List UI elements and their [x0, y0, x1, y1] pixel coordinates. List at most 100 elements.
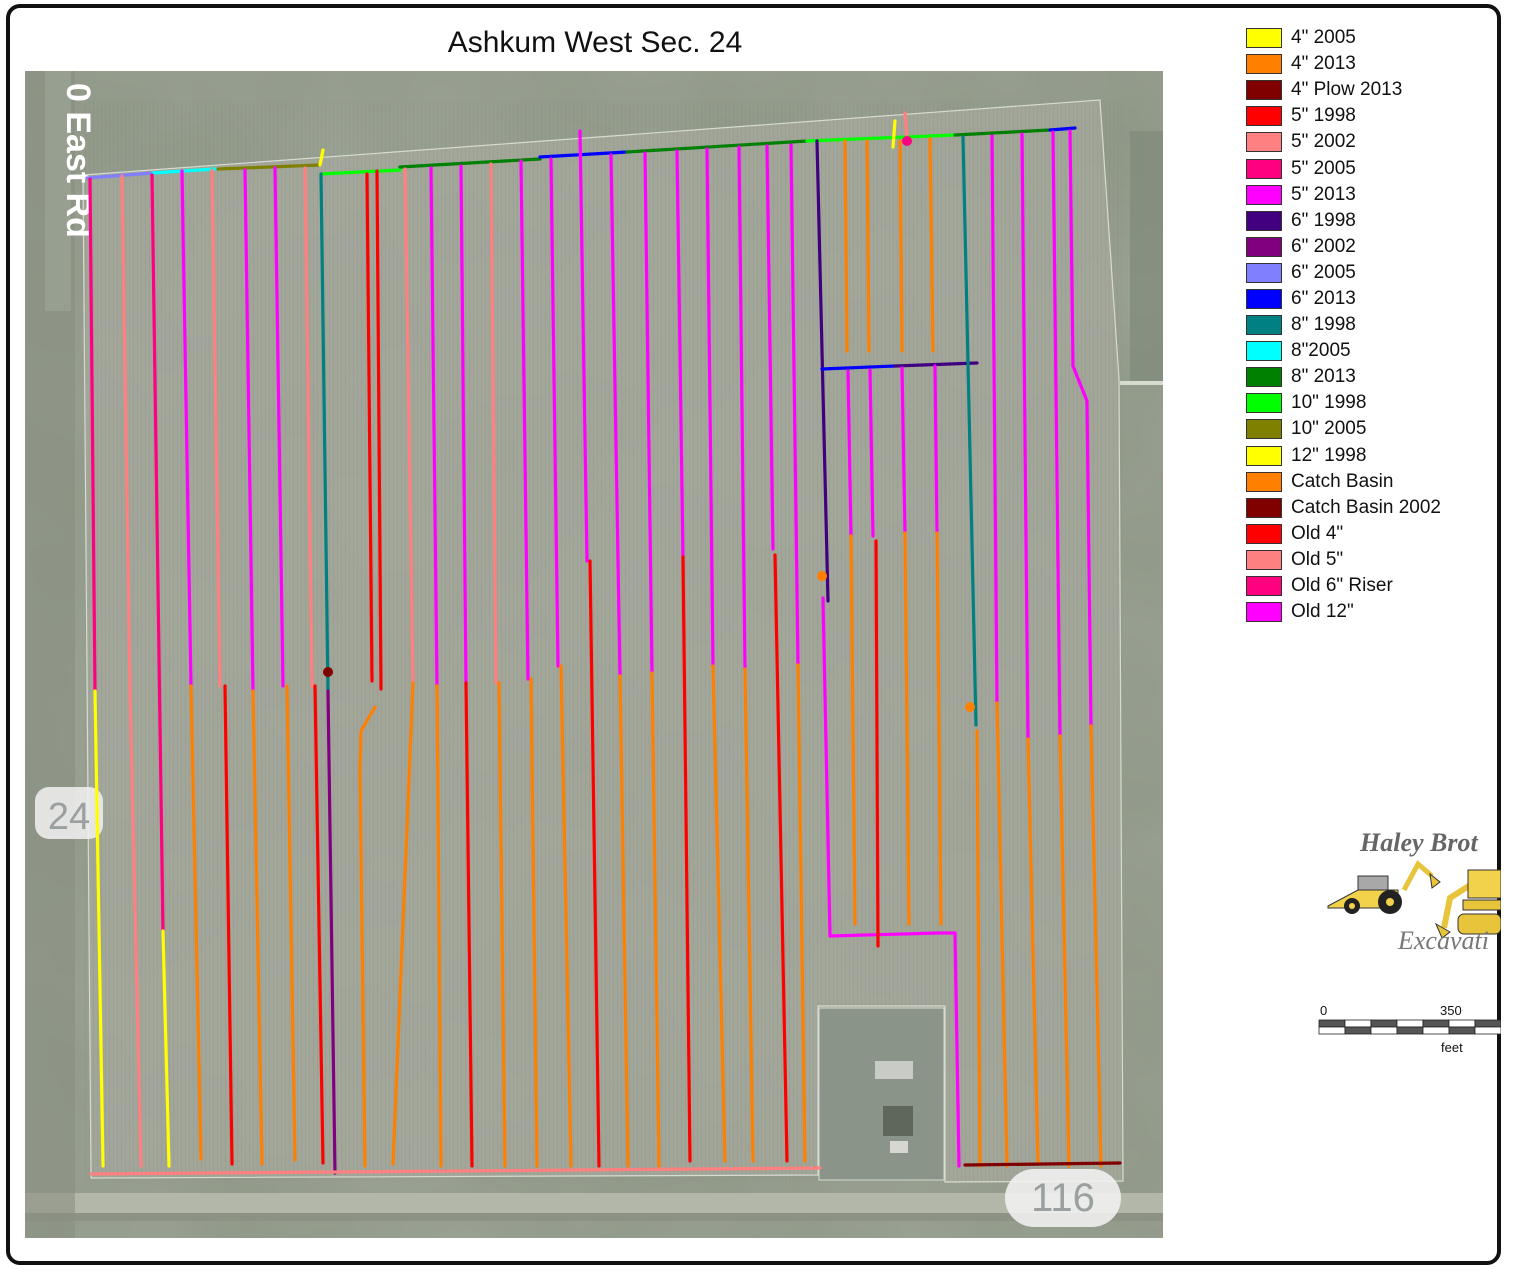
lateral: [618, 674, 630, 1168]
lateral: [1020, 132, 1030, 741]
legend-swatch: [1246, 471, 1282, 492]
logo-text-top: Haley Brot: [1360, 828, 1478, 857]
riser-12in-1998: [891, 119, 897, 149]
legend-item: 10" 1998: [1246, 390, 1441, 416]
lateral: [846, 369, 853, 538]
farm-building: [883, 1106, 913, 1136]
legend-swatch: [1246, 315, 1282, 336]
legend-item: 5" 2013: [1246, 182, 1441, 208]
legend-item: 5" 2005: [1246, 155, 1441, 181]
route-24-label: 24: [48, 796, 90, 838]
main-8in-2013: [953, 128, 1052, 137]
legend-item: 12" 1998: [1246, 443, 1441, 469]
legend-label: 10" 2005: [1291, 418, 1367, 440]
legend-label: Old 4": [1291, 522, 1344, 544]
legend-swatch: [1246, 210, 1282, 231]
legend-item: Old 5": [1246, 547, 1441, 573]
scale-start-label: 0: [1320, 1003, 1328, 1018]
lateral: [529, 677, 539, 1168]
company-logo: Haley Brot Excavati: [1318, 828, 1501, 960]
legend-item: 5" 2002: [1246, 129, 1441, 155]
field-boundary: [82, 99, 1124, 1183]
legend-item: 6" 2013: [1246, 286, 1441, 312]
lateral: [865, 139, 871, 353]
legend-label: 12" 1998: [1291, 444, 1367, 466]
legend-label: 6" 1998: [1291, 209, 1356, 231]
map-frame: [6, 4, 1501, 1265]
lateral: [773, 553, 789, 1163]
legend-swatch: [1246, 419, 1282, 440]
lateral: [995, 701, 1009, 1168]
legend-item: Old 12": [1246, 599, 1441, 625]
excavator-icon: [1327, 860, 1501, 939]
main-6in-2013: [538, 150, 629, 159]
main-6in-2013: [1048, 126, 1077, 132]
drain-tile-lines: [85, 111, 1122, 1176]
route-24-shield: [35, 787, 103, 839]
road-116: [25, 1193, 1163, 1213]
main-10in-1998: [319, 168, 402, 176]
legend-swatch: [1246, 28, 1282, 49]
lateral: [1026, 737, 1040, 1166]
scale-bar-graphic: [1318, 1019, 1501, 1035]
legend-label: Old 6" Riser: [1291, 575, 1393, 597]
legend-label: Old 5": [1291, 548, 1344, 570]
outlet-old-5in: [89, 1166, 822, 1176]
lateral: [161, 929, 171, 1168]
riser-old-5in: [903, 111, 909, 141]
scale-bar: 0 350 feet: [1318, 1003, 1501, 1057]
lateral: [935, 531, 943, 926]
legend-swatch: [1246, 288, 1282, 309]
lateral: [303, 166, 314, 688]
aerial-map[interactable]: 0 East Rd 24 116: [25, 71, 1163, 1238]
lateral: [358, 705, 377, 1168]
tile-layout-svg: 0 East Rd 24 116: [25, 71, 1163, 1238]
lateral: [365, 172, 374, 683]
main-10in-1998: [805, 133, 957, 143]
legend-label: Catch Basin: [1291, 470, 1394, 492]
crop-rows: [83, 101, 1123, 1181]
adjacent-field: [1130, 131, 1163, 381]
lateral: [403, 167, 415, 685]
lateral: [928, 137, 935, 353]
legend-swatch: [1246, 497, 1282, 518]
lateral: [251, 689, 264, 1166]
legend-swatch: [1246, 602, 1282, 623]
lateral: [391, 681, 415, 1166]
scale-unit-label: feet: [1441, 1040, 1463, 1055]
legend-item: 8" 2013: [1246, 364, 1441, 390]
main-6in-2013: [820, 364, 897, 371]
legend-label: 5" 1998: [1291, 105, 1356, 127]
legend-swatch: [1246, 106, 1282, 127]
lateral: [150, 173, 165, 933]
legend-label: 4" Plow 2013: [1291, 79, 1403, 101]
legend-label: 5" 2002: [1291, 131, 1356, 153]
lateral: [1058, 734, 1071, 1168]
legend-item: Old 6" Riser: [1246, 573, 1441, 599]
legend-label: 4" 2013: [1291, 53, 1356, 75]
farm-building: [890, 1141, 908, 1153]
main-old-12in: [821, 596, 940, 938]
legend-item: 4" 2005: [1246, 25, 1441, 51]
catch-basin: [965, 702, 975, 712]
lateral: [743, 667, 755, 1163]
lateral: [874, 539, 880, 948]
lateral: [459, 164, 468, 685]
legend-label: Old 12": [1291, 601, 1354, 623]
legend-label: Catch Basin 2002: [1291, 496, 1441, 518]
legend-label: 6" 2002: [1291, 235, 1356, 257]
main-12in-1998: [318, 148, 325, 167]
lateral: [675, 149, 685, 559]
legend-swatch: [1246, 549, 1282, 570]
legend-item: 6" 2002: [1246, 234, 1441, 260]
main-8in-2013: [625, 139, 809, 154]
lateral: [375, 169, 383, 691]
field-edge: [1120, 381, 1163, 385]
legend-swatch: [1246, 236, 1282, 257]
lateral: [843, 139, 849, 353]
lateral: [765, 144, 775, 551]
legend-label: 10" 1998: [1291, 392, 1367, 414]
legend-item: 10" 2005: [1246, 416, 1441, 442]
main-6in-1998: [815, 139, 830, 603]
lateral: [497, 681, 507, 1168]
